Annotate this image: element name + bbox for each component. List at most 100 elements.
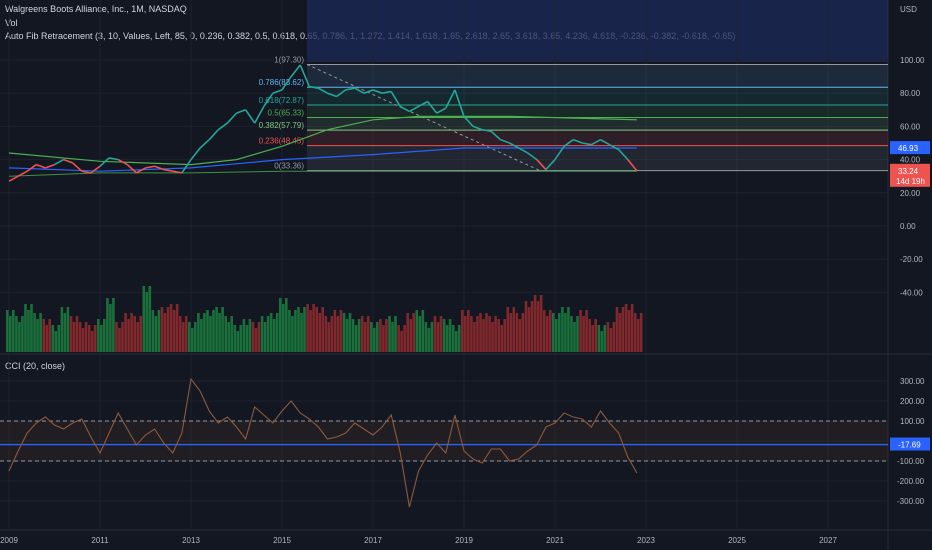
- symbol-title: Walgreens Boots Alliance, Inc., 1M, NASD…: [5, 4, 187, 14]
- volume-bar: [303, 307, 306, 352]
- volume-bar: [333, 310, 337, 352]
- volume-bar: [530, 301, 534, 352]
- volume-bar: [175, 304, 179, 352]
- price-line-segment: [345, 87, 355, 91]
- price-line-segment: [363, 89, 374, 94]
- x-tick-label: 2009: [0, 536, 18, 545]
- volume-bar: [181, 322, 185, 352]
- price-line-segment: [72, 162, 83, 172]
- price-line-segment: [354, 87, 365, 94]
- volume-bar: [451, 325, 455, 352]
- price-tick-label: 0.00: [900, 222, 916, 231]
- price-line-segment: [108, 157, 119, 161]
- volume-bar: [464, 316, 467, 352]
- volume-bar: [597, 325, 601, 352]
- volume-bar: [260, 316, 264, 352]
- price-line-segment: [45, 163, 55, 169]
- volume-bar: [227, 322, 230, 352]
- price-line-segment: [253, 106, 265, 124]
- volume-bar: [87, 325, 91, 352]
- volume-bar: [624, 304, 628, 352]
- volume-bar: [230, 316, 233, 352]
- volume-bar: [403, 325, 406, 352]
- fib-zone: [307, 87, 888, 106]
- volume-bar: [309, 310, 312, 352]
- price-line-segment: [600, 138, 610, 146]
- volume-bar: [266, 316, 270, 352]
- volume-bar: [72, 322, 76, 352]
- volume-bar: [212, 310, 215, 352]
- volume-bar: [448, 319, 452, 352]
- price-line-segment: [472, 125, 483, 131]
- volume-bar: [248, 319, 252, 352]
- volume-bar: [503, 319, 506, 352]
- volume-bar: [221, 307, 224, 352]
- volume-bar: [251, 322, 255, 352]
- price-tick-label: 20.00: [900, 189, 921, 198]
- volume-bar: [388, 316, 391, 352]
- price-line-segment: [309, 85, 319, 90]
- price-line-segment: [181, 159, 192, 174]
- volume-bar: [627, 310, 631, 352]
- volume-bar: [342, 313, 346, 352]
- price-line-segment: [618, 149, 629, 161]
- volume-bar: [430, 322, 434, 352]
- volume-bar: [30, 304, 33, 352]
- price-line-segment: [299, 64, 311, 87]
- price-line-segment: [500, 138, 510, 144]
- volume-bar: [84, 322, 88, 352]
- cci-line: [8, 377, 638, 508]
- volume-bar: [485, 313, 488, 352]
- volume-bar: [288, 310, 291, 352]
- volume-bar: [482, 319, 485, 352]
- volume-bar: [354, 325, 358, 352]
- cci-tick-label: 300.00: [900, 377, 925, 386]
- price-line-segment: [8, 175, 19, 182]
- volume-bar: [536, 301, 540, 352]
- volume-bar: [215, 307, 218, 352]
- volume-bar: [151, 310, 155, 352]
- volume-bar: [552, 313, 555, 352]
- price-line-segment: [63, 158, 73, 164]
- price-line-segment: [527, 152, 538, 161]
- fib-level-label: 0.5(65.33): [268, 109, 305, 118]
- fib-level-label: 0.382(57.79): [259, 121, 305, 130]
- volume-bar: [539, 295, 543, 352]
- volume-legend: Vol: [5, 18, 18, 28]
- volume-bar: [512, 307, 516, 352]
- volume-bar: [297, 307, 300, 352]
- cci-value-badge-bg: [890, 437, 930, 451]
- volume-bar: [66, 307, 70, 352]
- volume-bar: [439, 316, 443, 352]
- volume-bar: [470, 316, 473, 352]
- price-line-segment: [445, 89, 456, 109]
- volume-bar: [48, 319, 51, 352]
- volume-bar: [136, 322, 139, 352]
- price-line-segment: [54, 158, 64, 166]
- price-line-segment: [518, 147, 529, 154]
- volume-bar: [370, 322, 373, 352]
- volume-bar: [236, 331, 240, 352]
- volume-bar: [324, 316, 328, 352]
- price-line-segment: [126, 163, 137, 174]
- price-line-segment: [545, 159, 556, 171]
- volume-bar: [594, 319, 597, 352]
- cci-band: [0, 421, 888, 461]
- volume-bar: [200, 319, 203, 352]
- volume-bar: [363, 322, 367, 352]
- volume-bar: [57, 325, 61, 352]
- price-line-segment: [217, 122, 228, 131]
- volume-bar: [109, 304, 112, 352]
- volume-bar: [515, 313, 519, 352]
- volume-bar: [397, 325, 400, 352]
- cci-tick-label: -100.00: [897, 457, 925, 466]
- volume-bar: [621, 307, 625, 352]
- volume-bar: [263, 322, 267, 352]
- volume-bar: [436, 322, 440, 352]
- volume-bar: [479, 313, 482, 352]
- price-line-segment: [418, 100, 428, 108]
- volume-bar: [115, 322, 118, 352]
- volume-bar: [524, 301, 528, 352]
- volume-bar: [315, 307, 318, 352]
